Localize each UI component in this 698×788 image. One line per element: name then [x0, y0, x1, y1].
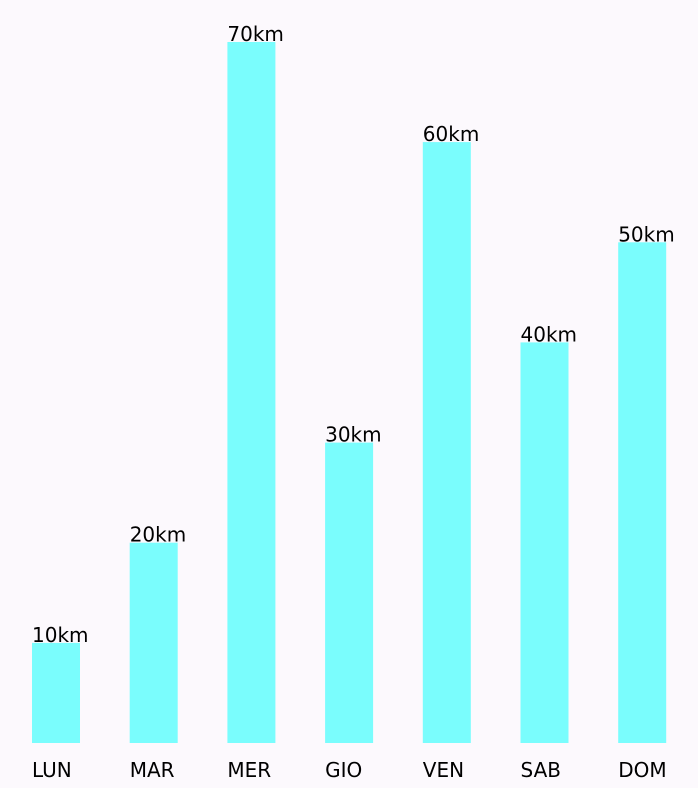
value-label-dom: 50km: [618, 222, 675, 246]
category-label-mar: MAR: [130, 758, 175, 782]
category-label-lun: LUN: [32, 758, 72, 782]
value-label-ven: 60km: [423, 122, 480, 146]
bar-gio: [325, 442, 374, 743]
bar-lun: [32, 642, 80, 743]
category-label-sab: SAB: [521, 758, 561, 782]
value-label-gio: 30km: [325, 423, 382, 447]
category-label-ven: VEN: [423, 758, 464, 782]
value-labels-group: 10km 20km 70km 30km 60km 40km 50km: [32, 22, 675, 647]
value-label-lun: 10km: [32, 623, 89, 647]
bar-sab: [520, 342, 569, 743]
category-label-mer: MER: [227, 758, 271, 782]
bar-mer: [227, 42, 276, 743]
value-label-sab: 40km: [521, 322, 578, 346]
category-label-gio: GIO: [325, 758, 362, 782]
bar-ven: [422, 142, 471, 744]
bars-group: [32, 42, 667, 744]
category-label-dom: DOM: [618, 758, 666, 782]
value-label-mer: 70km: [227, 22, 284, 46]
value-label-mar: 20km: [130, 523, 187, 547]
bar-dom: [618, 242, 667, 744]
category-labels-group: LUN MAR MER GIO VEN SAB DOM: [32, 758, 667, 782]
bar-mar: [129, 542, 178, 743]
